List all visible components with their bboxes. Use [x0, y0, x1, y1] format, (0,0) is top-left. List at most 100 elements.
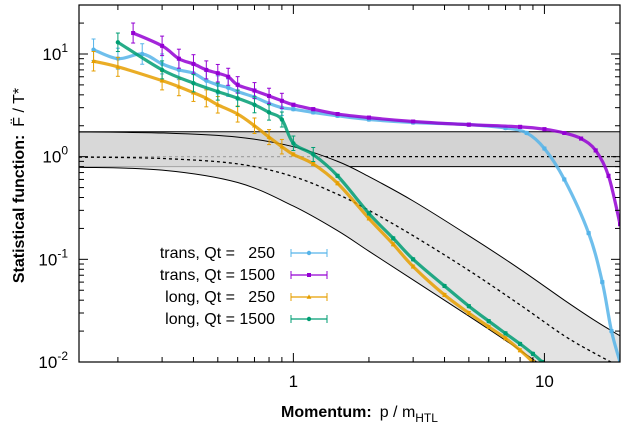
series-3-point-4	[235, 96, 240, 101]
y-tick-label-3: 10-2	[38, 349, 68, 372]
y-axis-title: Statistical function: F̈ / T*	[9, 88, 28, 283]
series-1-point-2	[176, 56, 181, 61]
series-3-point-6	[266, 110, 272, 115]
series-1-point-9	[267, 93, 272, 98]
series-1-point-19	[562, 130, 567, 135]
series-2-point-15	[390, 241, 396, 247]
curve-upper-line	[79, 131, 620, 337]
series-0-point-0	[91, 47, 96, 52]
x-tick-label-1: 10	[535, 372, 554, 391]
series-1-point-23	[618, 222, 620, 227]
series-1-point-14	[366, 115, 371, 120]
series-0-point-8	[225, 85, 231, 90]
series-3-point-5	[252, 102, 257, 107]
series-2-point-13	[335, 180, 340, 186]
legend-marker-3	[306, 316, 312, 322]
axis-labels-group: Momentum: p / mHTL Statistical function: F̈…	[9, 88, 438, 425]
legend-marker-0	[306, 250, 312, 256]
series-2-point-9	[266, 134, 272, 139]
series-1-point-4	[204, 67, 209, 72]
series-3-point-7	[279, 117, 285, 122]
series-1-point-5	[215, 71, 220, 76]
series-3-point-19	[530, 351, 536, 357]
series-3-point-14	[442, 283, 447, 289]
series-2-point-3	[176, 84, 182, 89]
y-tick-label-2: 10-1	[38, 246, 68, 269]
legend-label-2: long, Qt = 250	[165, 289, 275, 306]
series-3-point-12	[391, 236, 396, 241]
series-2-point-10	[279, 144, 285, 149]
y-axis-title-bold: Statistical function:	[11, 135, 28, 283]
series-3-point-13	[410, 257, 416, 262]
series-2-point-5	[203, 95, 209, 101]
y-tick-label-1: 100	[42, 144, 68, 167]
y-tick-label-base-1: 10	[42, 148, 61, 167]
series-0-point-23	[586, 230, 591, 236]
y-tick-label-base-0: 10	[42, 45, 61, 64]
series-2-point-0	[91, 58, 96, 64]
series-1	[131, 22, 620, 227]
series-0-point-6	[204, 78, 209, 83]
series-1-point-22	[606, 173, 611, 178]
y-tick-label-exp-1: 0	[61, 144, 68, 158]
plot-frame	[78, 4, 621, 363]
y-tick-label-base-3: 10	[38, 353, 57, 372]
series-0-point-2	[140, 51, 145, 57]
series-1-point-17	[518, 124, 523, 129]
series-2-point-11	[290, 151, 296, 157]
series-3-point-9	[311, 152, 316, 157]
series-2-point-7	[235, 111, 241, 116]
y-tick-label-base-2: 10	[38, 250, 57, 269]
series-2	[91, 50, 535, 362]
series-2-point-12	[310, 161, 316, 166]
series-3-point-8	[291, 141, 296, 146]
legend-marker-2	[306, 294, 312, 299]
series-2-point-6	[215, 102, 221, 107]
series-1-point-15	[411, 119, 416, 124]
series-1-point-1	[160, 43, 165, 48]
series-1-point-21	[593, 148, 598, 153]
series-2-point-19	[486, 324, 492, 329]
series-2-point-18	[466, 310, 472, 315]
legend-label-0: trans, Qt = 250	[160, 245, 275, 262]
series-3-point-1	[159, 67, 165, 73]
series-3-point-17	[503, 331, 508, 336]
series-3-point-11	[366, 211, 372, 216]
series-2-point-1	[115, 64, 121, 69]
y-tick-label-exp-2: -1	[57, 246, 68, 260]
legend-marker-1	[307, 273, 311, 277]
series-0	[91, 38, 620, 362]
series-3-point-0	[115, 40, 121, 45]
x-axis-title-rest: p / m	[380, 404, 416, 421]
x-axis-title-sub: HTL	[415, 411, 438, 425]
x-axis-title-bold: Momentum:	[281, 404, 372, 421]
series-3	[115, 32, 545, 362]
series-1-point-7	[235, 82, 240, 87]
series-0-point-24	[600, 279, 605, 285]
legend-label-1: trans, Qt = 1500	[160, 267, 275, 284]
curve-lower-line	[79, 166, 538, 362]
legend-label-3: long, Qt = 1500	[165, 311, 275, 328]
series-1-point-16	[466, 122, 471, 127]
series-0-point-20	[524, 130, 529, 136]
series-3-point-16	[486, 318, 491, 324]
y-tick-label-exp-0: 1	[61, 41, 68, 55]
series-0-point-22	[562, 177, 567, 182]
series-2-point-17	[442, 292, 447, 297]
series-0-point-21	[542, 146, 547, 151]
y-axis-title-rest: F̈ / T*	[9, 88, 28, 127]
series-1-point-3	[191, 61, 196, 66]
series-2-point-8	[252, 123, 257, 128]
series-3-point-3	[215, 89, 220, 94]
series-2-point-14	[366, 215, 372, 221]
series-1-point-18	[542, 127, 547, 132]
series-0-point-4	[176, 67, 182, 73]
y-tick-label-exp-3: -2	[57, 349, 68, 363]
series-3-point-15	[466, 303, 472, 309]
series-0-point-13	[291, 106, 296, 112]
series-1-point-12	[311, 107, 316, 112]
series-3-point-2	[191, 80, 196, 86]
series-1-point-10	[279, 98, 284, 103]
